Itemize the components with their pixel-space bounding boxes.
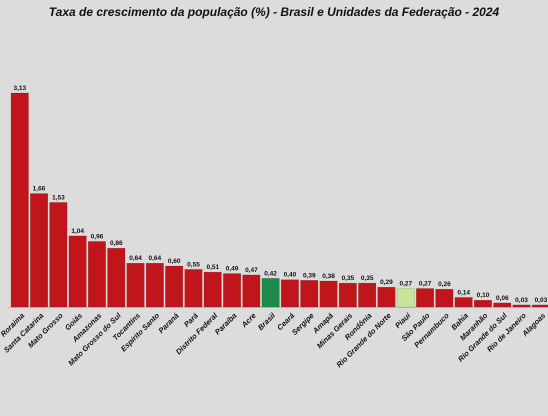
data-label: 0,86 <box>110 240 123 247</box>
data-label: 0,14 <box>457 289 470 296</box>
data-label: 0,27 <box>399 281 412 288</box>
bar <box>87 241 106 308</box>
bar <box>338 282 357 308</box>
data-label: 0,49 <box>226 266 239 273</box>
bar <box>396 288 415 308</box>
bar <box>10 92 29 308</box>
category-label: Paraná <box>157 311 181 335</box>
bar <box>223 273 242 308</box>
bar <box>281 279 299 308</box>
bar <box>300 280 319 308</box>
data-label: 0,06 <box>496 295 509 302</box>
bar <box>261 278 280 308</box>
bar <box>30 193 48 308</box>
bar <box>242 274 261 308</box>
data-label: 1,53 <box>52 194 65 201</box>
bar <box>358 282 377 308</box>
data-label: 0,03 <box>515 297 528 304</box>
bar <box>454 297 473 308</box>
data-label: 0,96 <box>91 233 104 240</box>
data-label: 3,13 <box>13 85 26 92</box>
bar <box>184 269 203 308</box>
bar <box>512 304 531 308</box>
data-label: 0,64 <box>129 255 142 262</box>
bar <box>126 263 145 308</box>
data-label: 0,35 <box>342 275 355 282</box>
data-label: 1,04 <box>71 228 84 235</box>
bar <box>203 271 222 308</box>
bar <box>377 287 396 308</box>
data-label: 0,51 <box>206 264 219 271</box>
bar <box>145 263 164 308</box>
bar <box>165 265 184 308</box>
data-label: 0,38 <box>322 273 335 280</box>
data-label: 0,64 <box>148 255 161 262</box>
bar <box>107 247 126 308</box>
data-label: 0,29 <box>380 279 393 286</box>
bar <box>531 304 548 308</box>
data-label: 0,39 <box>303 272 316 279</box>
category-label: Paraíba <box>213 311 239 337</box>
data-label: 0,42 <box>264 270 277 277</box>
data-label: 0,27 <box>419 281 432 288</box>
bar <box>416 288 434 308</box>
data-label: 0,40 <box>284 272 297 279</box>
bar <box>319 280 338 308</box>
bar <box>493 302 512 308</box>
data-label: 0,03 <box>535 297 548 304</box>
data-label: 0,35 <box>361 275 374 282</box>
data-label: 1,66 <box>33 186 46 193</box>
category-label: Acre <box>239 311 258 330</box>
category-label: Brasil <box>256 310 278 332</box>
bar <box>68 235 87 308</box>
data-label: 0,60 <box>168 258 181 265</box>
data-label: 0,47 <box>245 267 258 274</box>
bar <box>474 300 492 308</box>
data-label: 0,55 <box>187 261 200 268</box>
bar <box>49 202 68 308</box>
bar <box>435 289 454 308</box>
data-label: 0,26 <box>438 281 451 288</box>
data-label: 0,10 <box>477 292 490 299</box>
chart-title: Taxa de crescimento da população (%) - B… <box>48 5 500 19</box>
